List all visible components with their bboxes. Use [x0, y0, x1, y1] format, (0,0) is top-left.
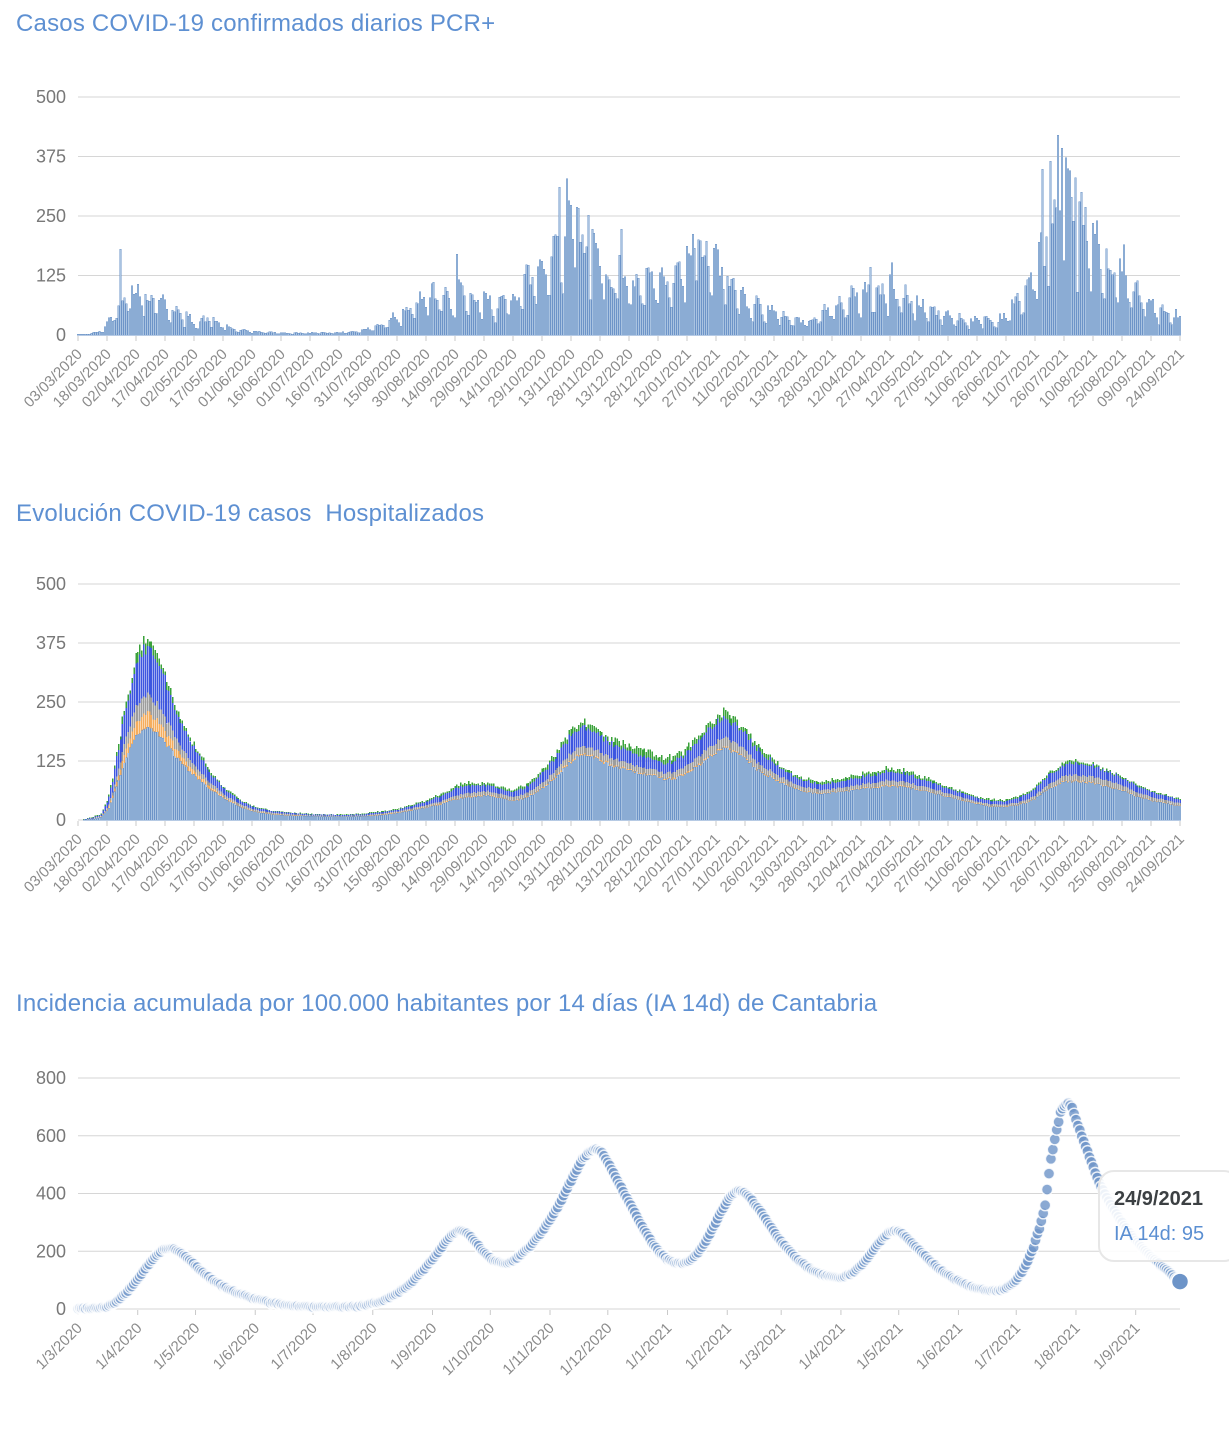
- svg-text:375: 375: [36, 633, 66, 653]
- svg-text:1/1/2021: 1/1/2021: [622, 1320, 675, 1373]
- svg-text:0: 0: [56, 1299, 66, 1319]
- svg-text:0: 0: [56, 325, 66, 345]
- svg-text:1/5/2021: 1/5/2021: [853, 1320, 906, 1373]
- svg-text:0: 0: [56, 810, 66, 830]
- tooltip-value: IA 14d: 95: [1114, 1223, 1205, 1245]
- chart-section-daily-cases: 0 125 250 375 500 03/03/2020 18/03/2020 02/04/2…: [0, 0, 1229, 480]
- svg-text:400: 400: [36, 1184, 66, 1204]
- svg-text:250: 250: [36, 206, 66, 226]
- daily-cases-title: Casos COVID-19 confirmados diarios PCR+: [16, 10, 496, 37]
- svg-text:1/5/2020: 1/5/2020: [150, 1320, 203, 1373]
- hospitalized-title: Evolución COVID-19 casos Hospitalizados: [16, 500, 485, 527]
- x-axis-labels: 03/03/202018/03/202002/04/202017/04/2020…: [21, 831, 1188, 896]
- chart-tooltip: 24/9/2021 IA 14d: 95: [1098, 1170, 1229, 1262]
- svg-text:1/7/2021: 1/7/2021: [971, 1320, 1024, 1373]
- x-axis-labels: 1/3/2020 1/4/2020 1/5/2020 1/6/2020 1/7/2020…: [33, 1320, 1144, 1379]
- svg-text:1/6/2020: 1/6/2020: [210, 1320, 263, 1373]
- svg-text:1/8/2020: 1/8/2020: [327, 1320, 380, 1373]
- last-data-point[interactable]: [1170, 1272, 1190, 1291]
- svg-text:125: 125: [36, 266, 66, 286]
- svg-text:200: 200: [36, 1241, 66, 1261]
- daily-cases-plot[interactable]: 0 125 250 375 500 03/03/202018/03/202002/04/2…: [0, 0, 1229, 480]
- svg-text:600: 600: [36, 1126, 66, 1146]
- svg-text:500: 500: [36, 87, 66, 107]
- chart-section-ia14d: 0 200 400 600 800 1/3/2020 1/4/2020 1/5/2020 1/6…: [0, 980, 1229, 1440]
- svg-text:1/9/2021: 1/9/2021: [1090, 1320, 1143, 1373]
- bars[interactable]: [77, 134, 1181, 336]
- ia14d-title: Incidencia acumulada por 100.000 habitan…: [16, 990, 878, 1017]
- svg-text:500: 500: [36, 574, 66, 594]
- svg-text:1/10/2020: 1/10/2020: [439, 1320, 498, 1379]
- svg-text:125: 125: [36, 751, 66, 771]
- chart-section-hospitalized: 0 125 250 375 500 03/03/2020 18/03/2020 02/04/2…: [0, 490, 1229, 970]
- x-axis-labels: 03/03/202018/03/202002/04/202017/04/2020…: [21, 346, 1188, 411]
- svg-text:375: 375: [36, 147, 66, 167]
- tooltip-date: 24/9/2021: [1114, 1188, 1203, 1210]
- x-axis-ticks: [77, 336, 1181, 341]
- svg-text:1/3/2020: 1/3/2020: [33, 1320, 86, 1373]
- svg-text:1/2/2021: 1/2/2021: [682, 1320, 735, 1373]
- y-axis-labels: 0 200 400 600 800: [36, 1068, 66, 1319]
- hospitalized-plot[interactable]: 0 125 250 375 500 03/03/202018/03/202002/04/2…: [0, 490, 1229, 970]
- svg-text:1/4/2020: 1/4/2020: [92, 1320, 145, 1373]
- svg-text:1/6/2021: 1/6/2021: [913, 1320, 966, 1373]
- svg-text:1/12/2020: 1/12/2020: [556, 1320, 615, 1379]
- svg-text:1/9/2020: 1/9/2020: [387, 1320, 440, 1373]
- svg-text:1/11/2020: 1/11/2020: [499, 1320, 557, 1378]
- svg-text:1/4/2021: 1/4/2021: [795, 1320, 848, 1373]
- data-points[interactable]: [71, 1096, 1187, 1316]
- x-axis-ticks: [77, 1310, 1137, 1315]
- svg-text:1/8/2021: 1/8/2021: [1030, 1320, 1083, 1373]
- svg-text:1/3/2021: 1/3/2021: [736, 1320, 789, 1373]
- stacked-bars[interactable]: [82, 635, 1181, 821]
- svg-text:800: 800: [36, 1068, 66, 1088]
- svg-text:1/7/2020: 1/7/2020: [268, 1320, 321, 1373]
- svg-text:250: 250: [36, 692, 66, 712]
- x-axis-ticks: [77, 821, 1181, 826]
- y-axis-labels: 0 125 250 375 500: [36, 87, 66, 345]
- y-axis-labels: 0 125 250 375 500: [36, 574, 66, 830]
- gridlines: [78, 1077, 1180, 1310]
